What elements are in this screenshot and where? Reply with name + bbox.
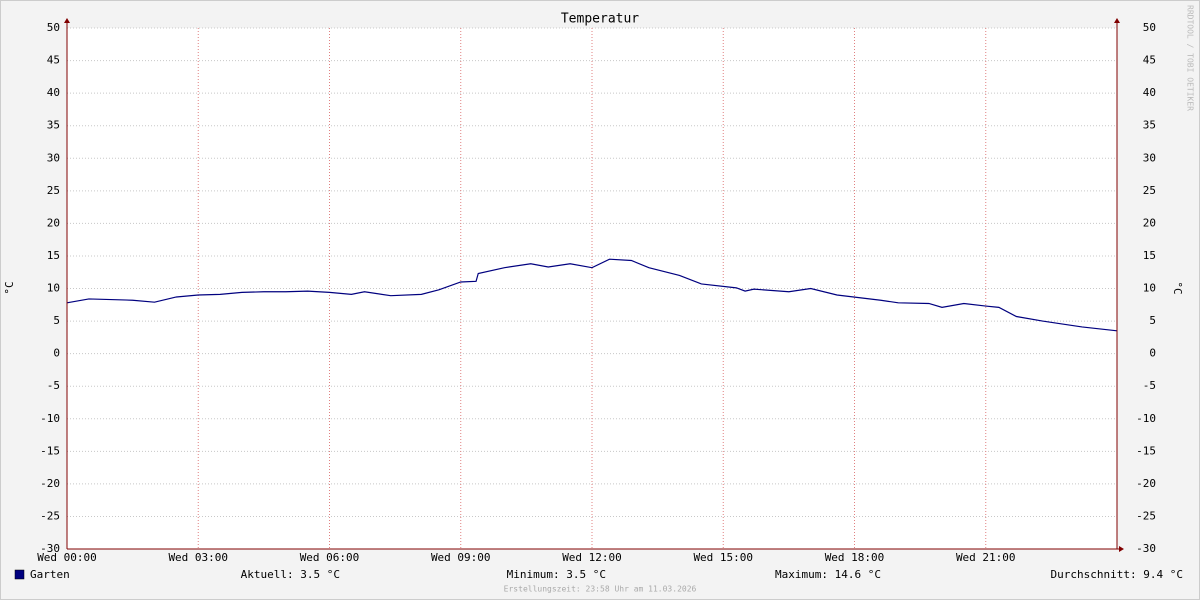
x-tick-label: Wed 18:00 xyxy=(825,551,885,564)
x-tick-label: Wed 09:00 xyxy=(431,551,491,564)
legend-label: Garten xyxy=(30,568,70,581)
y2-tick-label: -5 xyxy=(1143,379,1156,392)
y-tick-label: -25 xyxy=(40,509,60,522)
y2-tick-label: 30 xyxy=(1143,151,1156,164)
data-line xyxy=(66,258,1118,332)
y-tick-label: -10 xyxy=(40,412,60,425)
y-tick-label: 25 xyxy=(47,184,60,197)
x-tick-label: Wed 21:00 xyxy=(956,551,1016,564)
y-tick-label: 10 xyxy=(47,282,60,295)
y-tick-label: 5 xyxy=(53,314,60,327)
y2-tick-label: 15 xyxy=(1143,249,1156,262)
y2-tick-label: 35 xyxy=(1143,119,1156,132)
x-tick-label: Wed 00:00 xyxy=(37,551,97,564)
y2-tick-label: 0 xyxy=(1149,347,1156,360)
chart-title: Temperatur xyxy=(561,12,639,27)
x-tick-label: Wed 15:00 xyxy=(693,551,753,564)
footer: Erstellungszeit: 23:58 Uhr am 11.03.2026 xyxy=(504,585,697,594)
x-tick-label: Wed 12:00 xyxy=(562,551,622,564)
legend-stat: Minimum: 3.5 °C xyxy=(507,568,606,581)
y2-tick-label: 50 xyxy=(1143,21,1156,34)
y2-tick-label: 10 xyxy=(1143,282,1156,295)
y2-tick-label: -30 xyxy=(1136,542,1156,555)
y2-tick-label: 20 xyxy=(1143,216,1156,229)
y-tick-label: 30 xyxy=(47,151,60,164)
y2-tick-label: 45 xyxy=(1143,54,1156,67)
y-tick-label: 20 xyxy=(47,216,60,229)
y2-tick-label: -15 xyxy=(1136,444,1156,457)
legend-stat: Durchschnitt: 9.4 °C xyxy=(1051,568,1183,581)
y-tick-label: 0 xyxy=(53,347,60,360)
legend-stat: Aktuell: 3.5 °C xyxy=(241,568,340,581)
y-tick-label: 50 xyxy=(47,21,60,34)
axis-arrow xyxy=(64,18,70,23)
y-tick-label: -15 xyxy=(40,444,60,457)
y-tick-label: 35 xyxy=(47,119,60,132)
axis-arrow xyxy=(1114,18,1120,23)
x-tick-label: Wed 06:00 xyxy=(300,551,360,564)
y2-tick-label: 40 xyxy=(1143,86,1156,99)
y-tick-label: -5 xyxy=(47,379,60,392)
y-tick-label: -20 xyxy=(40,477,60,490)
watermark: RRDTOOL / TOBI OETIKER xyxy=(1186,5,1195,111)
y-tick-label: 15 xyxy=(47,249,60,262)
y-tick-label: 45 xyxy=(47,54,60,67)
y2-tick-label: -20 xyxy=(1136,477,1156,490)
x-tick-label: Wed 03:00 xyxy=(168,551,228,564)
y2-tick-label: -10 xyxy=(1136,412,1156,425)
y2-tick-label: -25 xyxy=(1136,509,1156,522)
y2-axis-label: °C xyxy=(1171,281,1184,294)
y2-tick-label: 5 xyxy=(1149,314,1156,327)
y2-tick-label: 25 xyxy=(1143,184,1156,197)
legend-stat: Maximum: 14.6 °C xyxy=(775,568,881,581)
y-axis-label: °C xyxy=(3,281,16,294)
axis-arrow xyxy=(1119,546,1124,552)
legend-swatch xyxy=(14,569,25,580)
y-tick-label: 40 xyxy=(47,86,60,99)
y-tick-label: -30 xyxy=(40,542,60,555)
